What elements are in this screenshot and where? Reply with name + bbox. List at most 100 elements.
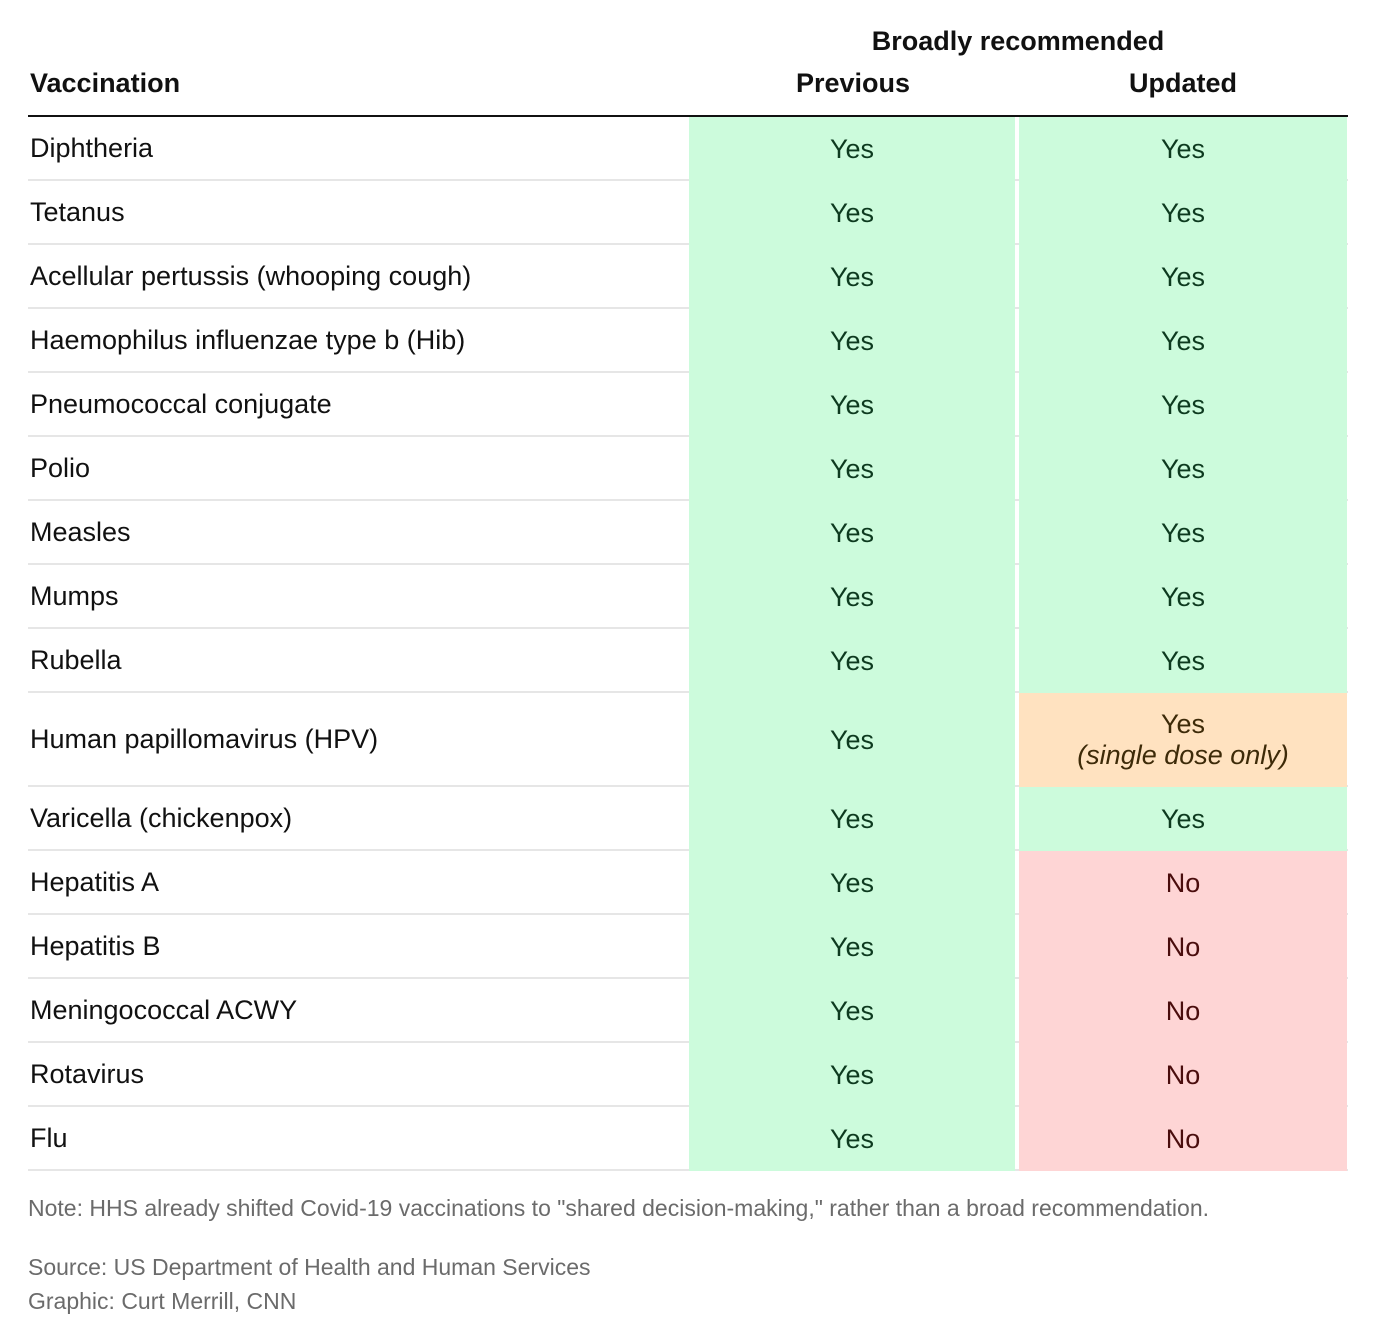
table-row: Rotavirus Yes No [28, 1043, 1348, 1107]
vaccination-name: Haemophilus influenzae type b (Hib) [30, 324, 466, 355]
vaccination-name: Pneumococcal conjugate [30, 388, 332, 419]
previous-value-text: Yes [829, 453, 875, 484]
updated-value-text: Yes [1160, 645, 1206, 676]
table-row: Measles Yes Yes [28, 501, 1348, 565]
previous-value: Yes [689, 1107, 1015, 1171]
previous-value: Yes [689, 117, 1015, 181]
previous-value-text: Yes [829, 389, 875, 420]
vaccination-name: Varicella (chickenpox) [30, 802, 293, 833]
updated-value-text: No [1165, 867, 1201, 898]
updated-value-text: No [1165, 995, 1201, 1026]
table-row: Hepatitis A Yes No [28, 851, 1348, 915]
footer-note: Note: HHS already shifted Covid-19 vacci… [28, 1195, 1209, 1221]
vaccination-name: Tetanus [30, 196, 125, 227]
updated-value-text: Yes [1160, 261, 1206, 292]
updated-value: Yes [1019, 787, 1347, 851]
footer-source: Source: US Department of Health and Huma… [28, 1254, 591, 1280]
updated-value: Yes [1019, 501, 1347, 565]
updated-value: No [1019, 915, 1347, 979]
previous-value: Yes [689, 565, 1015, 629]
updated-value: Yes [1019, 245, 1347, 309]
previous-value-text: Yes [829, 261, 875, 292]
vaccination-name: Diphtheria [30, 132, 154, 163]
previous-value-text: Yes [829, 931, 875, 962]
updated-value-text: Yes [1160, 803, 1206, 834]
updated-value: Yes [1019, 181, 1347, 245]
vaccination-name: Polio [30, 452, 91, 483]
table-row: Hepatitis B Yes No [28, 915, 1348, 979]
updated-value-text: No [1165, 1059, 1201, 1090]
previous-value-text: Yes [829, 724, 875, 755]
updated-value: No [1019, 851, 1347, 915]
previous-value-text: Yes [829, 197, 875, 228]
table-body: Diphtheria Yes Yes Tetanus Yes Yes Acellular p… [28, 115, 1348, 1171]
updated-value: Yes (single dose only) [1019, 693, 1347, 787]
footer-source-block: Source: US Department of Health and Huma… [28, 1250, 591, 1318]
column-header-previous: Previous [795, 68, 911, 98]
previous-value-text: Yes [829, 325, 875, 356]
previous-value: Yes [689, 629, 1015, 693]
updated-value-text: Yes [1160, 133, 1206, 164]
table-row: Haemophilus influenzae type b (Hib) Yes Ye… [28, 309, 1348, 373]
previous-value: Yes [689, 979, 1015, 1043]
previous-value-text: Yes [829, 581, 875, 612]
previous-value: Yes [689, 1043, 1015, 1107]
group-header: Broadly recommended [871, 26, 1165, 56]
table-row: Varicella (chickenpox) Yes Yes [28, 787, 1348, 851]
previous-value-text: Yes [829, 517, 875, 548]
table-row: Human papillomavirus (HPV) Yes Yes (single … [28, 693, 1348, 787]
vaccination-name: Acellular pertussis (whooping cough) [30, 260, 472, 291]
previous-value-text: Yes [829, 645, 875, 676]
vaccination-name: Rubella [30, 644, 122, 675]
previous-value-text: Yes [829, 133, 875, 164]
previous-value: Yes [689, 437, 1015, 501]
column-header-updated: Updated [1129, 68, 1237, 98]
updated-value: Yes [1019, 437, 1347, 501]
previous-value-text: Yes [829, 1059, 875, 1090]
updated-value: Yes [1019, 373, 1347, 437]
table-row: Rubella Yes Yes [28, 629, 1348, 693]
updated-value-text: Yes [1160, 325, 1206, 356]
previous-value: Yes [689, 181, 1015, 245]
previous-value-text: Yes [829, 803, 875, 834]
table-row: Flu Yes No [28, 1107, 1348, 1171]
previous-value: Yes [689, 915, 1015, 979]
updated-value-text: Yes [1160, 517, 1206, 548]
vaccination-name: Rotavirus [30, 1058, 145, 1089]
updated-value: Yes [1019, 629, 1347, 693]
table-row: Pneumococcal conjugate Yes Yes [28, 373, 1348, 437]
updated-value-text: Yes [1160, 389, 1206, 420]
previous-value-text: Yes [829, 995, 875, 1026]
updated-value: Yes [1019, 565, 1347, 629]
updated-value: No [1019, 1107, 1347, 1171]
previous-value-text: Yes [829, 867, 875, 898]
table-row: Mumps Yes Yes [28, 565, 1348, 629]
vaccination-name: Human papillomavirus (HPV) [30, 723, 379, 754]
updated-value: Yes [1019, 309, 1347, 373]
table-row: Acellular pertussis (whooping cough) Yes Y… [28, 245, 1348, 309]
column-header-vaccination: Vaccination [30, 68, 181, 98]
updated-value: Yes [1019, 117, 1347, 181]
table-row: Diphtheria Yes Yes [28, 117, 1348, 181]
updated-value-text: Yes [1160, 581, 1206, 612]
table-row: Polio Yes Yes [28, 437, 1348, 501]
updated-value: No [1019, 979, 1347, 1043]
previous-value: Yes [689, 851, 1015, 915]
table-row: Tetanus Yes Yes [28, 181, 1348, 245]
previous-value: Yes [689, 373, 1015, 437]
vaccination-name: Measles [30, 516, 131, 547]
updated-value-text: No [1165, 1123, 1201, 1154]
previous-value: Yes [689, 245, 1015, 309]
vaccination-name: Meningococcal ACWY [30, 994, 298, 1025]
updated-value-note: (single dose only) [1077, 740, 1289, 770]
updated-value-text: Yes [1160, 453, 1206, 484]
vaccination-name: Hepatitis A [30, 866, 160, 897]
previous-value: Yes [689, 787, 1015, 851]
previous-value: Yes [689, 693, 1015, 787]
previous-value-text: Yes [829, 1123, 875, 1154]
updated-value-text: Yes [1160, 197, 1206, 228]
vaccination-name: Flu [30, 1122, 68, 1153]
vaccination-name: Hepatitis B [30, 930, 161, 961]
footer-credit: Graphic: Curt Merrill, CNN [28, 1288, 297, 1314]
vaccination-name: Mumps [30, 580, 119, 611]
